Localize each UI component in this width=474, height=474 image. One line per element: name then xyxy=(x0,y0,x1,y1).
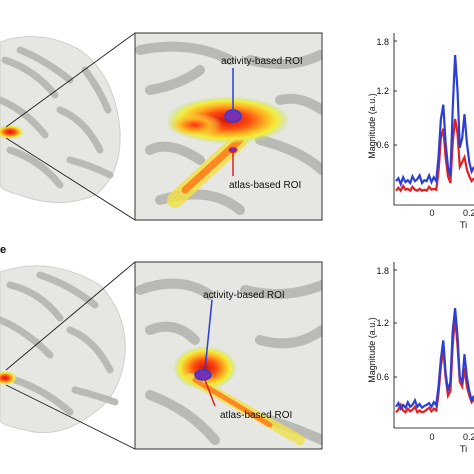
top-zoom-lines xyxy=(5,32,136,221)
bottom-chart-xlabel: Ti xyxy=(460,444,467,454)
top-chart-ytick-3: 0.6 xyxy=(376,140,389,150)
top-chart-xtick-2: 0.2 xyxy=(463,208,474,218)
bottom-chart: Magnitude (a.u.) 1.8 1.2 0.6 0 0.2 Ti xyxy=(367,262,474,454)
bottom-chart-ytick-2: 1.2 xyxy=(376,318,389,328)
top-chart-ytick-2: 1.2 xyxy=(376,86,389,96)
bottom-brain-lateral xyxy=(0,265,126,434)
bottom-chart-blue-line xyxy=(395,307,474,411)
bottom-activity-label: activity-based ROI xyxy=(203,290,285,301)
top-chart-ytick-1: 1.8 xyxy=(376,37,389,47)
panel-letter-e: e xyxy=(0,244,6,256)
bottom-atlas-pointer xyxy=(204,379,216,407)
top-zoom-frame xyxy=(134,32,323,221)
bottom-chart-xtick-2: 0.2 xyxy=(463,432,474,442)
top-zoom-panel xyxy=(135,33,322,220)
bottom-chart-xtick-1: 0 xyxy=(429,432,434,442)
top-chart-xlabel: Ti xyxy=(460,220,467,230)
bottom-zoom-lines xyxy=(5,261,136,450)
bottom-chart-red-line xyxy=(395,317,474,415)
top-atlas-roi-marker xyxy=(228,147,238,153)
top-chart-blue-line xyxy=(395,54,474,188)
top-chart-xtick-1: 0 xyxy=(429,208,434,218)
bottom-chart-ytick-3: 0.6 xyxy=(376,372,389,382)
bottom-brain-activation xyxy=(0,371,17,385)
top-atlas-label: atlas-based ROI xyxy=(229,180,301,191)
bottom-chart-ytick-1: 1.8 xyxy=(376,266,389,276)
top-chart-red-line xyxy=(395,118,474,193)
top-chart: Magnitude (a.u.) 1.8 1.2 0.6 0 0.2 Ti xyxy=(367,33,474,230)
top-brain-lateral xyxy=(0,36,121,203)
bottom-zoom-frame xyxy=(134,261,323,450)
top-activity-roi-marker xyxy=(224,109,242,123)
bottom-activity-pointer xyxy=(204,299,213,371)
top-activity-label: activity-based ROI xyxy=(221,56,303,67)
top-chart-ylabel: Magnitude (a.u.) xyxy=(367,93,377,159)
top-brain-activation xyxy=(0,125,24,139)
bottom-atlas-label: atlas-based ROI xyxy=(220,410,292,421)
bottom-chart-ylabel: Magnitude (a.u.) xyxy=(367,317,377,383)
bottom-activity-roi-marker xyxy=(194,369,212,381)
